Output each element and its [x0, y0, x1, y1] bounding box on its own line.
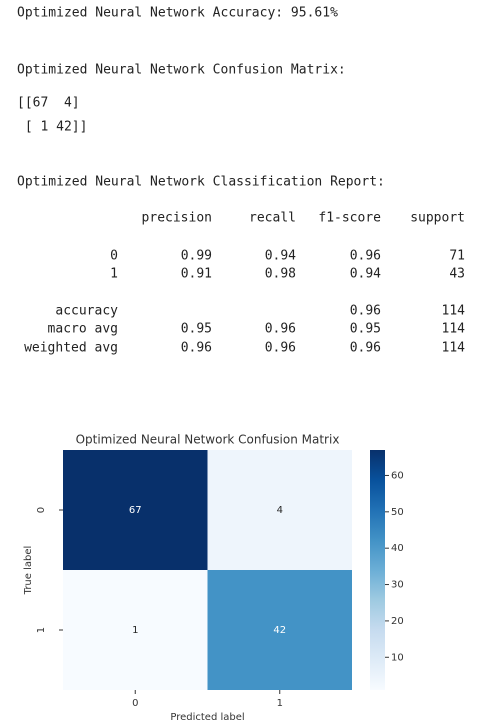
report-cell: 0.95: [181, 322, 212, 337]
report-cell: 0.91: [181, 267, 212, 282]
report-header: precision: [142, 211, 212, 226]
report-cell: 0.98: [265, 267, 296, 282]
report-cell: 0.96: [181, 341, 212, 356]
chart-title: Optimized Neural Network Confusion Matri…: [76, 433, 340, 447]
report-row-label: 1: [110, 267, 118, 282]
report-cell: 114: [442, 322, 466, 337]
report-cell: 71: [449, 249, 465, 264]
cell-label: 67: [129, 505, 142, 516]
colorbar-tick-label: 60: [391, 470, 404, 481]
confusion-line: [ 1 42]]: [17, 120, 87, 135]
y-tick-label: 0: [36, 507, 47, 513]
report-header: support: [410, 211, 465, 226]
y-tick-label: 1: [36, 627, 47, 633]
report-cell: 0.95: [350, 322, 381, 337]
report-cell: 0.96: [265, 341, 296, 356]
report-cell: 0.96: [350, 249, 381, 264]
x-axis-label: Predicted label: [170, 712, 244, 723]
report-cell: 0.94: [265, 249, 296, 264]
x-tick-label: 0: [132, 698, 138, 709]
confusion-line: [[67 4]: [17, 96, 80, 111]
heatmap-cell: [63, 450, 208, 570]
report-row-label: macro avg: [48, 322, 118, 337]
report-cell: 0.99: [181, 249, 212, 264]
report-cell: 0.96: [265, 322, 296, 337]
cell-label: 42: [273, 625, 286, 636]
report-header: recall: [249, 211, 296, 226]
report-cell: 43: [449, 267, 465, 282]
colorbar-tick-label: 20: [391, 616, 404, 627]
report-cell: 0.96: [350, 304, 381, 319]
report-row-label: weighted avg: [24, 341, 118, 356]
accuracy-line: Optimized Neural Network Accuracy: 95.61…: [17, 6, 338, 21]
colorbar-tick-label: 50: [391, 507, 404, 518]
report-row-label: accuracy: [55, 304, 118, 319]
x-tick-label: 1: [277, 698, 283, 709]
colorbar-tick-label: 30: [391, 580, 404, 591]
colorbar: [370, 450, 385, 690]
report-title: Optimized Neural Network Classification …: [17, 175, 385, 190]
heatmap-cell: [207, 570, 352, 690]
colorbar-tick-label: 10: [391, 652, 404, 663]
colorbar-tick-label: 40: [391, 543, 404, 554]
report-cell: 0.96: [350, 341, 381, 356]
cell-label: 4: [277, 505, 283, 516]
confusion-title: Optimized Neural Network Confusion Matri…: [17, 63, 346, 78]
heatmap-cell: [207, 450, 352, 570]
report-row-label: 0: [110, 249, 118, 264]
y-axis-label: True label: [23, 546, 34, 596]
cell-label: 1: [132, 625, 138, 636]
report-cell: 114: [442, 341, 466, 356]
heatmap-cell: [63, 570, 208, 690]
report-cell: 114: [442, 304, 466, 319]
report-cell: 0.94: [350, 267, 381, 282]
report-header: f1-score: [318, 211, 381, 226]
